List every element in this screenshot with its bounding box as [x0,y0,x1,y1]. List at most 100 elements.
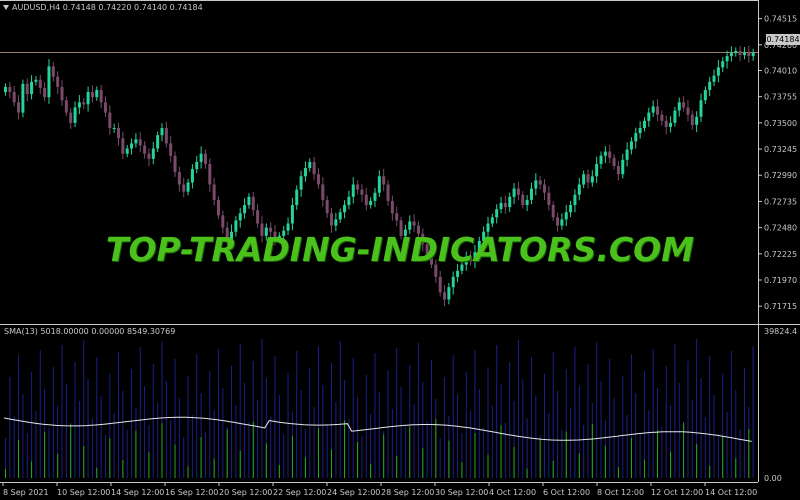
candle-body [460,264,464,271]
candle-body [38,79,42,88]
candle-body [190,169,194,183]
candle-body [603,151,607,156]
dropdown-triangle-icon[interactable] [3,5,9,10]
candle-body [290,205,294,224]
candle-body [486,223,490,232]
candle-body [660,114,664,121]
candle-body [382,176,386,185]
candle-body [747,53,751,57]
candle-body [582,174,586,185]
price-tick-label: 0.73500 [764,119,797,128]
candle-body [712,75,716,82]
candle-body [30,81,34,95]
candle-body [12,92,16,103]
candle-body [73,107,77,123]
candle-body [234,220,238,232]
price-tick-label: 0.72480 [764,224,797,233]
current-price-badge: 0.74184 [766,34,800,45]
candle-body [238,213,242,221]
candle-body [216,199,220,216]
time-tick-label: 14 Oct 12:00 [705,488,757,497]
time-tick-label: 22 Sep 12:00 [273,488,326,497]
candle-body [599,155,603,164]
candle-body [82,102,86,105]
candle-body [686,107,690,115]
candle-body [247,196,251,206]
candle-body [351,184,355,197]
candle-body [338,212,342,220]
candle-body [299,176,303,190]
candle-body [551,205,555,218]
price-tick-label: 0.74260 [764,41,797,50]
watermark-text: TOP-TRADING-INDICATORS.COM [105,230,695,269]
time-tick-label: 20 Sep 12:00 [219,488,272,497]
candle-body [108,112,112,128]
candle-body [334,219,338,226]
candle-body [729,53,733,57]
candle-body [112,128,116,129]
candle-body [621,159,625,175]
candle-body [612,157,616,166]
candle-body [264,227,268,236]
candle-body [160,128,164,136]
candle-body [286,223,290,231]
candle-body [77,102,81,108]
candle-body [395,213,399,221]
candle-body [203,153,207,164]
candle-body [451,276,455,288]
price-tick-label: 0.72735 [764,197,797,206]
candle-body [325,199,329,214]
candle-body [295,189,299,206]
candle-body [121,138,125,154]
time-tick-label: 12 Oct 12:00 [651,488,703,497]
candle-body [742,53,746,56]
candle-body [477,240,481,253]
price-tick-label: 0.72990 [764,171,797,180]
candle-body [616,166,620,175]
candle-body [330,213,334,226]
candle-body [595,163,599,177]
candle-body [434,264,438,277]
ohlc-values: 0.74148 0.74220 0.74140 0.74184 [62,3,203,12]
candle-body [560,219,564,226]
candle-body [373,192,377,201]
candle-body [260,223,264,236]
candle-body [251,196,255,211]
candle-body [186,182,190,192]
candle-body [634,133,638,142]
price-tick-label: 0.71715 [764,302,797,311]
candle-body [69,112,73,123]
candle-body [503,202,507,208]
candle-body [534,180,538,189]
candle-body [390,200,394,214]
sub-min-label: 0.00 [764,474,782,483]
candle-body [412,221,416,226]
candle-body [347,196,351,206]
candle-body [525,199,529,206]
candle-body [256,210,260,224]
candle-body [17,102,21,113]
candle-body [303,168,307,177]
candle-body [86,92,90,105]
candle-body [51,66,55,77]
candle-body [695,116,699,125]
sma-indicator-label: SMA(13) 5018.00000 0.00000 8549.30769 [4,327,176,336]
price-tick-label: 0.73245 [764,145,797,154]
candle-body [356,184,360,190]
candle-body [690,114,694,125]
candle-body [508,196,512,208]
candle-body [25,83,29,95]
candle-body [177,172,181,185]
symbol-label: AUDUSD,H4 [12,3,61,12]
candle-body [629,141,633,150]
candle-body [516,188,520,195]
candle-body [364,194,368,206]
candle-body [464,256,468,265]
candle-body [4,86,7,93]
candle-body [751,53,755,57]
candle-body [512,188,516,197]
time-tick-label: 10 Sep 12:00 [57,488,110,497]
candle-body [673,110,677,123]
candle-body [56,76,60,87]
